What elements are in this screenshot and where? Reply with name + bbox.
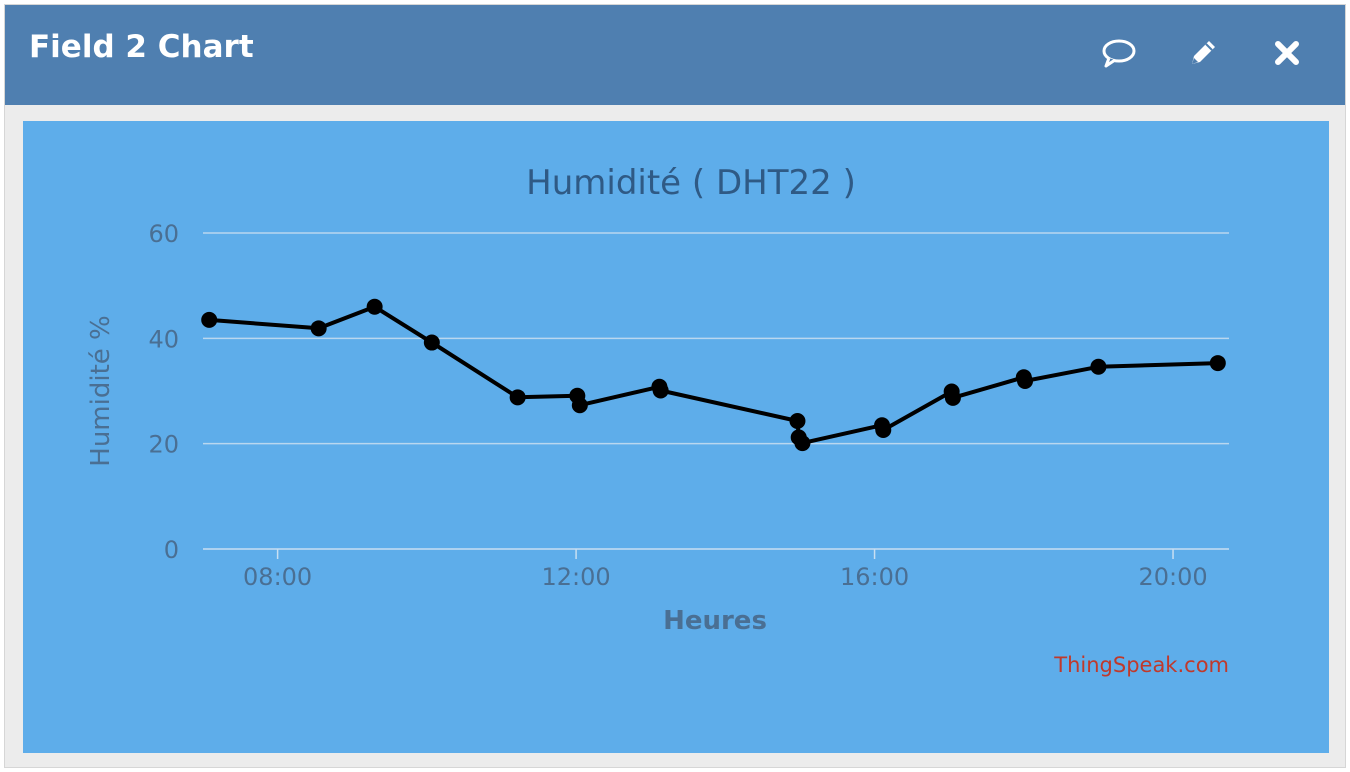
widget-title: Field 2 Chart: [29, 29, 254, 65]
x-axis-label: Heures: [663, 606, 767, 636]
close-icon: [1275, 41, 1299, 65]
data-point: [423, 334, 440, 351]
series-line: [207, 304, 1220, 446]
y-tick-label: 40: [148, 325, 179, 353]
data-point: [794, 435, 811, 452]
data-point: [571, 397, 588, 414]
y-tick-label: 0: [164, 536, 179, 564]
y-tick-label: 60: [148, 220, 179, 248]
x-tick-label: 12:00: [542, 563, 611, 591]
chart-widget: Field 2 Chart Humidité ( DHT22 ) 0 20 40 60 0…: [4, 4, 1346, 768]
x-tick-label: 20:00: [1138, 563, 1207, 591]
close-button[interactable]: [1265, 31, 1309, 75]
chart-title: Humidité ( DHT22 ): [526, 163, 856, 203]
data-point: [1090, 358, 1107, 375]
comment-icon: [1102, 39, 1136, 68]
chart-panel: Humidité ( DHT22 ) 0 20 40 60 08:00 12:00 16:00…: [23, 121, 1329, 753]
data-point: [789, 413, 806, 430]
data-point: [310, 320, 327, 337]
x-tick-label: 08:00: [243, 563, 312, 591]
data-point: [509, 389, 526, 406]
thingspeak-credit: ThingSpeak.com: [1053, 653, 1229, 677]
x-tick-label: 16:00: [840, 563, 909, 591]
comment-button[interactable]: [1097, 31, 1141, 75]
y-axis-label: Humidité %: [86, 315, 116, 466]
data-point: [1017, 372, 1034, 389]
y-tick-label: 20: [148, 431, 179, 459]
humidity-line-chart: Humidité ( DHT22 ) 0 20 40 60 08:00 12:00 16:00…: [86, 163, 1229, 677]
data-point: [944, 389, 961, 406]
data-point: [875, 421, 892, 438]
edit-button[interactable]: [1181, 31, 1225, 75]
data-point: [366, 298, 383, 315]
pencil-icon: [1192, 41, 1215, 64]
widget-header: Field 2 Chart: [5, 5, 1345, 105]
data-point: [1209, 355, 1226, 372]
data-point: [201, 311, 218, 328]
data-point: [652, 382, 669, 399]
